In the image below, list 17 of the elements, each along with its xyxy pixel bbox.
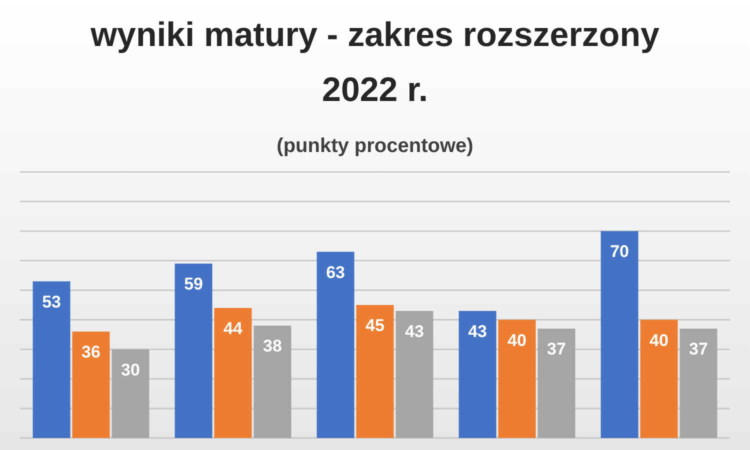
data-label: 37 xyxy=(547,340,566,359)
data-label: 53 xyxy=(42,292,61,312)
data-label: 45 xyxy=(366,316,384,335)
data-label: 37 xyxy=(689,340,708,359)
data-label: 44 xyxy=(224,318,243,338)
data-label: 59 xyxy=(184,274,203,294)
data-label: 38 xyxy=(263,336,282,356)
data-label: 36 xyxy=(82,342,100,362)
data-label: 70 xyxy=(610,242,629,262)
data-label: 40 xyxy=(650,330,668,350)
data-label: 43 xyxy=(468,322,487,341)
data-label: 30 xyxy=(121,360,140,380)
chart-title: wyniki matury - zakres rozszerzony 2022 r. xyxy=(90,16,660,109)
data-label: 63 xyxy=(326,262,345,282)
chart-subtitle: (punkty procentowe) xyxy=(276,135,474,157)
data-label: 40 xyxy=(508,330,526,350)
data-label: 43 xyxy=(405,322,424,341)
